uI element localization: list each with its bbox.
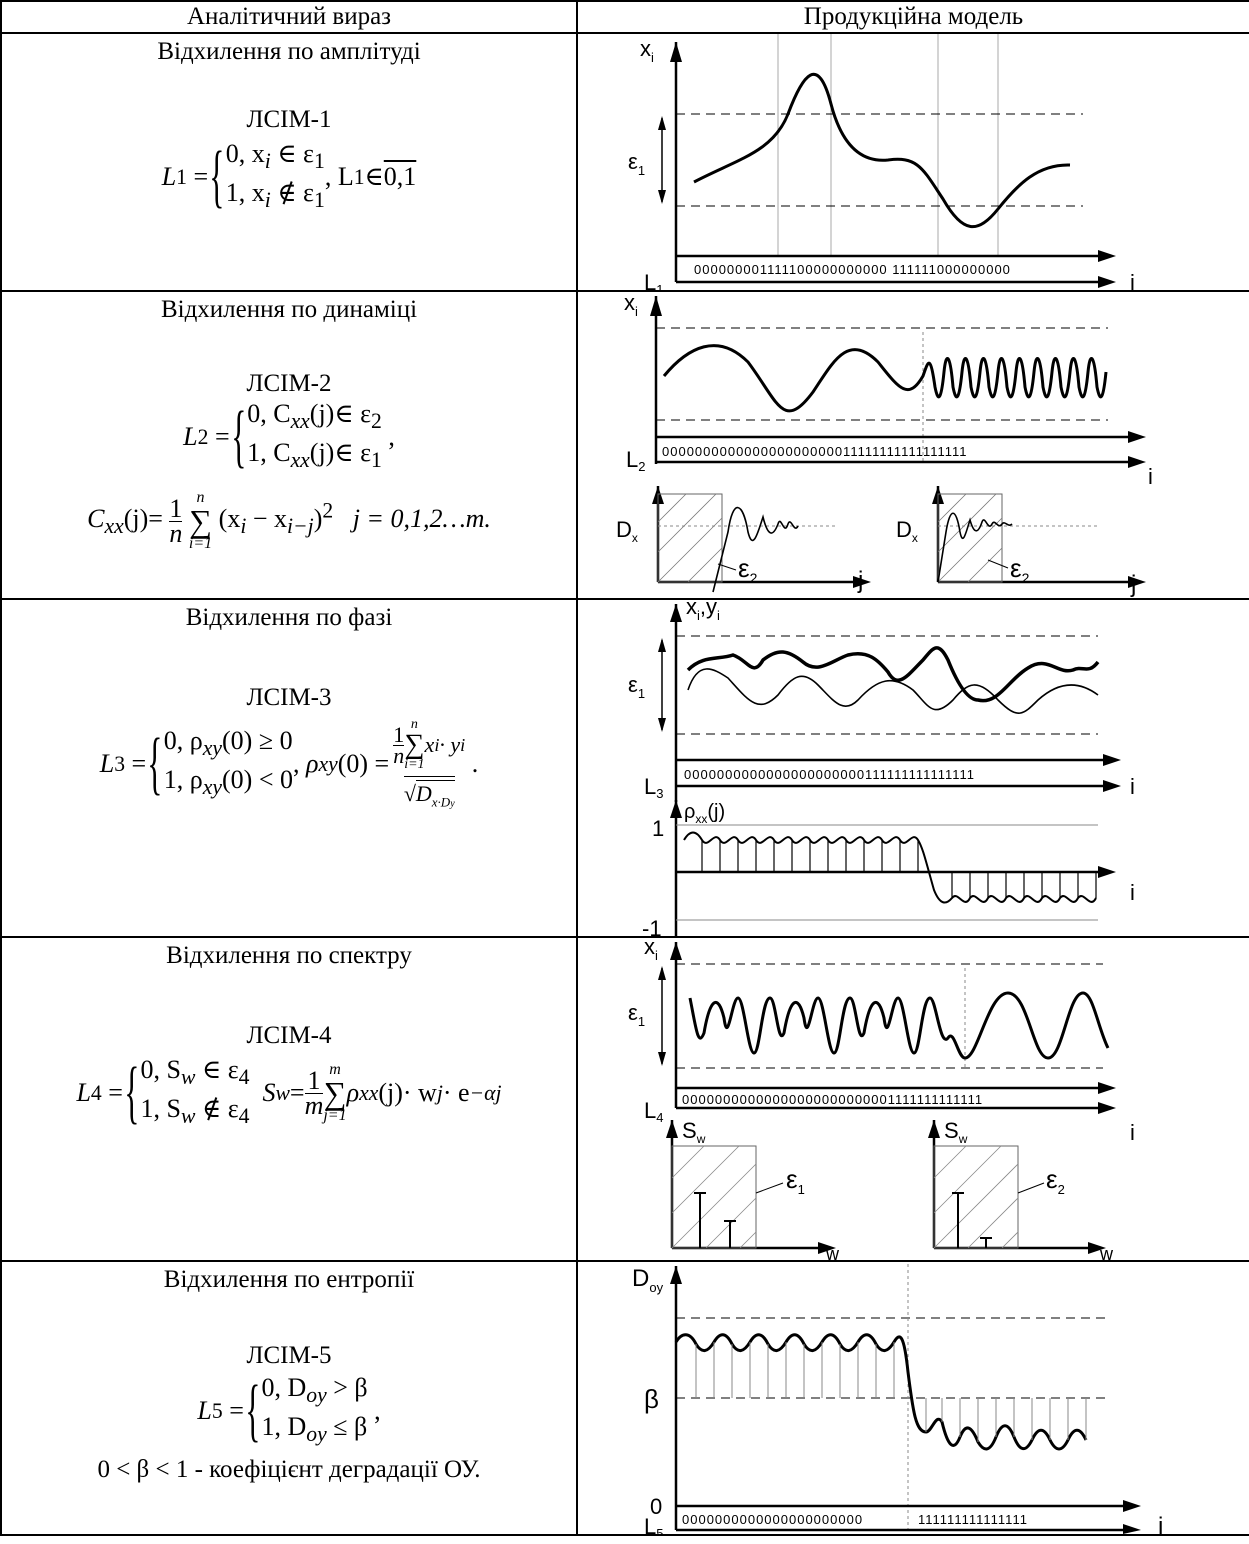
spectrum-figure: xi ε1 L4 i 00000000000000000000000001111… bbox=[628, 938, 1135, 1260]
svg-text:i: i bbox=[1130, 774, 1135, 799]
section-title: Відхилення по амплітуді bbox=[157, 38, 421, 65]
svg-text:i: i bbox=[1158, 1513, 1163, 1534]
svg-text:L4: L4 bbox=[644, 1098, 663, 1125]
svg-text:j: j bbox=[1130, 571, 1136, 598]
svg-text:Sw: Sw bbox=[944, 1118, 968, 1146]
model-figure-cell: Doy β 0 L5 i 0000000000000000000000 1111 bbox=[576, 1260, 1249, 1536]
model-name: ЛСІМ-4 bbox=[246, 1022, 332, 1049]
model-figure-cell: xi ε1 L4 i 00000000000000000000000001111… bbox=[576, 936, 1249, 1262]
svg-text:j: j bbox=[857, 567, 863, 594]
svg-text:0: 0 bbox=[650, 1494, 662, 1519]
phase-figure: xi,yi ε1 L3 i 00000000000000000000001111… bbox=[628, 600, 1135, 936]
header-production: Продукційна модель bbox=[576, 0, 1249, 34]
bit-sequence: 000000000000000000000011111111111111111 bbox=[662, 444, 968, 459]
model-name: ЛСІМ-2 bbox=[246, 370, 332, 397]
dynamics-figure: xi L2 i 00000000000000000000001111111111… bbox=[616, 292, 1153, 598]
amplitude-figure: xi ε1 L1 i 000000001111100000000000 1111… bbox=[628, 34, 1135, 290]
model-name: ЛСІМ-1 bbox=[246, 106, 332, 133]
svg-text:i: i bbox=[1130, 1120, 1135, 1145]
header-analytic: Аналітичний вираз bbox=[0, 0, 578, 34]
svg-text:Doy: Doy bbox=[632, 1265, 664, 1295]
svg-text:ε2: ε2 bbox=[1046, 1164, 1065, 1197]
svg-text:ε2: ε2 bbox=[1010, 553, 1030, 586]
svg-text:Dx: Dx bbox=[896, 517, 918, 545]
model-name: ЛСІМ-5 bbox=[246, 1342, 332, 1369]
svg-text:xi,yi: xi,yi bbox=[686, 600, 720, 623]
bit-sequence: 000000001111100000000000 111111000000000 bbox=[694, 262, 1011, 277]
model-figure-cell: xi,yi ε1 L3 i 00000000000000000000001111… bbox=[576, 598, 1249, 938]
svg-text:ε1: ε1 bbox=[628, 1000, 645, 1029]
model-figure-cell: xi L2 i 00000000000000000000001111111111… bbox=[576, 290, 1249, 600]
svg-text:L2: L2 bbox=[626, 447, 645, 474]
svg-text:w: w bbox=[1099, 1244, 1114, 1260]
svg-text:i: i bbox=[1148, 464, 1153, 489]
entropy-figure: Doy β 0 L5 i 0000000000000000000000 1111 bbox=[632, 1264, 1163, 1534]
svg-text:ε2: ε2 bbox=[738, 553, 758, 586]
svg-text:Dx: Dx bbox=[616, 517, 638, 545]
bit-sequence-ones: 111111111111111 bbox=[918, 1512, 1028, 1527]
section-title: Відхилення по ентропії bbox=[163, 1266, 415, 1293]
svg-text:-1: -1 bbox=[642, 916, 662, 936]
svg-text:β: β bbox=[644, 1384, 659, 1414]
degradation-note: 0 < β < 1 - коефіцієнт деградації ОУ. bbox=[97, 1456, 481, 1484]
model-figure-cell: xi ε1 L1 i 000000001111100000000000 1111… bbox=[576, 32, 1249, 292]
section-title: Відхилення по фазі bbox=[185, 604, 393, 631]
section-title: Відхилення по спектру bbox=[166, 942, 412, 969]
svg-text:ε1: ε1 bbox=[628, 149, 645, 178]
model-name: ЛСІМ-3 bbox=[246, 684, 332, 711]
svg-text:xi: xi bbox=[640, 36, 654, 65]
svg-text:xi: xi bbox=[644, 938, 658, 963]
svg-text:xi: xi bbox=[624, 292, 638, 319]
svg-text:i: i bbox=[1130, 270, 1135, 290]
bit-sequence-zeros: 0000000000000000000000 bbox=[682, 1512, 863, 1527]
section-title: Відхилення по динаміці bbox=[160, 296, 418, 323]
svg-text:1: 1 bbox=[652, 816, 664, 841]
svg-text:ε1: ε1 bbox=[786, 1164, 805, 1197]
svg-text:Sw: Sw bbox=[682, 1118, 706, 1146]
bit-sequence: 00000000000000000000000001111111111111 bbox=[682, 1092, 983, 1107]
svg-text:i: i bbox=[1130, 880, 1135, 905]
svg-text:ε1: ε1 bbox=[628, 672, 645, 701]
svg-text:L5: L5 bbox=[644, 1514, 663, 1534]
svg-text:ρxx(j): ρxx(j) bbox=[684, 801, 725, 826]
svg-text:L3: L3 bbox=[644, 774, 663, 801]
svg-text:L1: L1 bbox=[644, 270, 663, 290]
svg-text:w: w bbox=[825, 1244, 840, 1260]
bit-sequence: 0000000000000000000000111111111111111 bbox=[684, 767, 975, 782]
table-header-row: Аналітичний вираз Продукційна модель bbox=[0, 0, 1249, 34]
